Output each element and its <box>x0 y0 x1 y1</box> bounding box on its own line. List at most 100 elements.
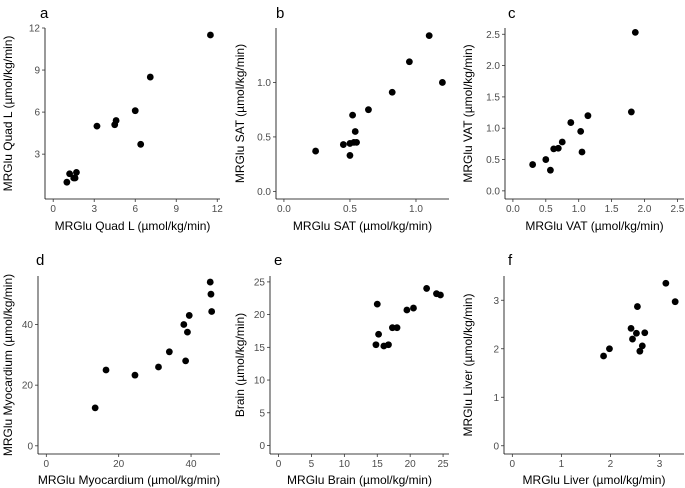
panel-e: e 0 5 10 15 20 25 0 5 10 15 20 25 MRGlu Brain (µmol… <box>233 252 449 487</box>
data-point <box>165 348 173 356</box>
x-axis-title: MRGlu Myocardium (µmol/kg/min) <box>38 473 220 487</box>
data-point <box>567 119 575 126</box>
data-point <box>349 111 356 119</box>
panel-f: f 0 1 2 3 0 1 2 3 MRGlu Liver (µmol/kg/min) MRG… <box>461 252 684 487</box>
tick-layer: 0 5 10 15 20 25 0 5 10 15 20 25 <box>254 277 449 470</box>
point-layer <box>600 279 679 360</box>
data-point <box>185 312 193 319</box>
plot-area: 0 5 10 15 20 25 0 5 10 15 20 25 <box>254 276 449 470</box>
point-layer <box>372 285 444 350</box>
data-point <box>633 329 640 337</box>
data-point <box>410 304 417 312</box>
x-tick-label: 3 <box>657 459 663 470</box>
panel-d: d 0 20 40 0 20 40 MRGlu Myocardium (µmol/kg/m… <box>1 252 220 487</box>
x-tick-label: 0 <box>50 204 56 215</box>
x-tick-label: 2 <box>608 459 614 470</box>
data-point <box>312 147 320 155</box>
tick-layer: 0.0 0.5 1.0 1.5 2.0 2.5 0.0 0.5 1.0 1.5 2.0 2.5 <box>486 30 685 215</box>
data-point <box>662 279 670 287</box>
data-point <box>63 178 71 186</box>
data-point <box>180 321 188 328</box>
point-layer <box>91 278 216 412</box>
data-point <box>353 138 360 146</box>
data-point <box>577 127 585 135</box>
x-tick-label: 25 <box>438 459 450 470</box>
data-point <box>91 404 99 412</box>
data-point <box>208 308 216 315</box>
x-tick-label: 0 <box>276 459 282 470</box>
x-tick-label: 20 <box>113 459 125 470</box>
y-tick-label: 20 <box>22 381 34 392</box>
plot-area: 0 3 6 9 12 3 6 9 12 <box>29 24 223 216</box>
data-point <box>671 298 679 306</box>
x-tick-label: 0 <box>510 459 516 470</box>
y-tick-label: 5 <box>259 408 265 419</box>
data-point <box>146 73 154 81</box>
point-layer <box>312 32 446 159</box>
y-tick-label: 0 <box>27 441 33 452</box>
panel-b: b 0.0 0.5 1.0 0.0 0.5 1.0 MRGlu SAT (µmol/kg/… <box>233 5 449 233</box>
x-tick-label: 2.5 <box>670 204 684 215</box>
panel-label: e <box>274 252 282 269</box>
data-point <box>131 371 139 379</box>
data-point <box>346 152 354 159</box>
plot-area: 0.0 0.5 1.0 1.5 2.0 2.5 0.0 0.5 1.0 1.5 2.0 2.5 <box>486 28 685 215</box>
y-tick-label: 3 <box>34 150 40 161</box>
data-point <box>558 138 566 146</box>
data-point <box>131 107 139 115</box>
data-point <box>578 148 586 156</box>
x-tick-label: 1.5 <box>605 204 619 215</box>
data-point <box>636 347 644 355</box>
x-tick-label: 0 <box>44 459 50 470</box>
panel-label: c <box>508 5 516 22</box>
y-tick-label: 2.0 <box>486 61 500 72</box>
point-layer <box>63 31 214 186</box>
panel-label: b <box>276 5 284 22</box>
x-tick-label: 1.0 <box>572 204 586 215</box>
data-point <box>638 342 646 350</box>
y-tick-label: 2 <box>493 344 499 355</box>
plot-area: 0 1 2 3 0 1 2 3 <box>493 276 684 470</box>
data-point <box>403 306 411 314</box>
data-point <box>351 128 359 135</box>
data-point <box>627 324 635 332</box>
data-point <box>66 170 74 178</box>
x-tick-label: 20 <box>405 459 417 470</box>
y-tick-label: 3 <box>493 296 499 307</box>
data-point <box>206 278 214 286</box>
data-point <box>71 174 79 182</box>
y-axis-title: MRGlu Quad L (µmol/kg/min) <box>1 36 15 192</box>
x-tick-label: 5 <box>309 459 315 470</box>
x-axis-title: MRGlu Quad L (µmol/kg/min) <box>55 219 211 233</box>
y-axis-title: MRGlu VAT (µmol/kg/min) <box>461 44 475 182</box>
data-point <box>423 285 431 292</box>
x-tick-label: 0.5 <box>343 204 357 215</box>
y-tick-label: 1.0 <box>257 78 271 89</box>
data-point <box>373 300 381 308</box>
x-tick-label: 2.0 <box>638 204 652 215</box>
data-point <box>372 341 380 349</box>
y-axis-title: Brain (µmol/kg/min) <box>233 313 247 417</box>
y-tick-label: 12 <box>29 24 41 35</box>
plot-area: 0.0 0.5 1.0 0.0 0.5 1.0 <box>257 28 449 215</box>
data-point <box>600 352 607 360</box>
x-tick-label: 0.5 <box>539 204 553 215</box>
panel-label: d <box>36 252 44 269</box>
tick-layer: 0 1 2 3 0 1 2 3 <box>493 296 662 470</box>
data-point <box>641 329 649 337</box>
y-axis-title: MRGlu Myocardium (µmol/kg/min) <box>1 274 15 456</box>
data-point <box>339 141 347 148</box>
data-point <box>182 357 190 365</box>
data-point <box>554 144 562 152</box>
panel-a: a 0 3 6 9 12 3 6 9 12 MRGlu Quad L (µmol/kg/min)… <box>1 5 223 233</box>
data-point <box>438 79 446 86</box>
tick-layer: 0 3 6 9 12 3 6 9 12 <box>29 24 223 216</box>
x-axis-title: MRGlu Brain (µmol/kg/min) <box>287 473 432 487</box>
x-tick-label: 12 <box>212 204 224 215</box>
data-point <box>634 303 641 310</box>
y-tick-label: 2.5 <box>486 30 500 41</box>
x-tick-label: 0.0 <box>506 204 520 215</box>
plot-area: 0 20 40 0 20 40 <box>22 276 220 470</box>
data-point <box>207 290 215 298</box>
